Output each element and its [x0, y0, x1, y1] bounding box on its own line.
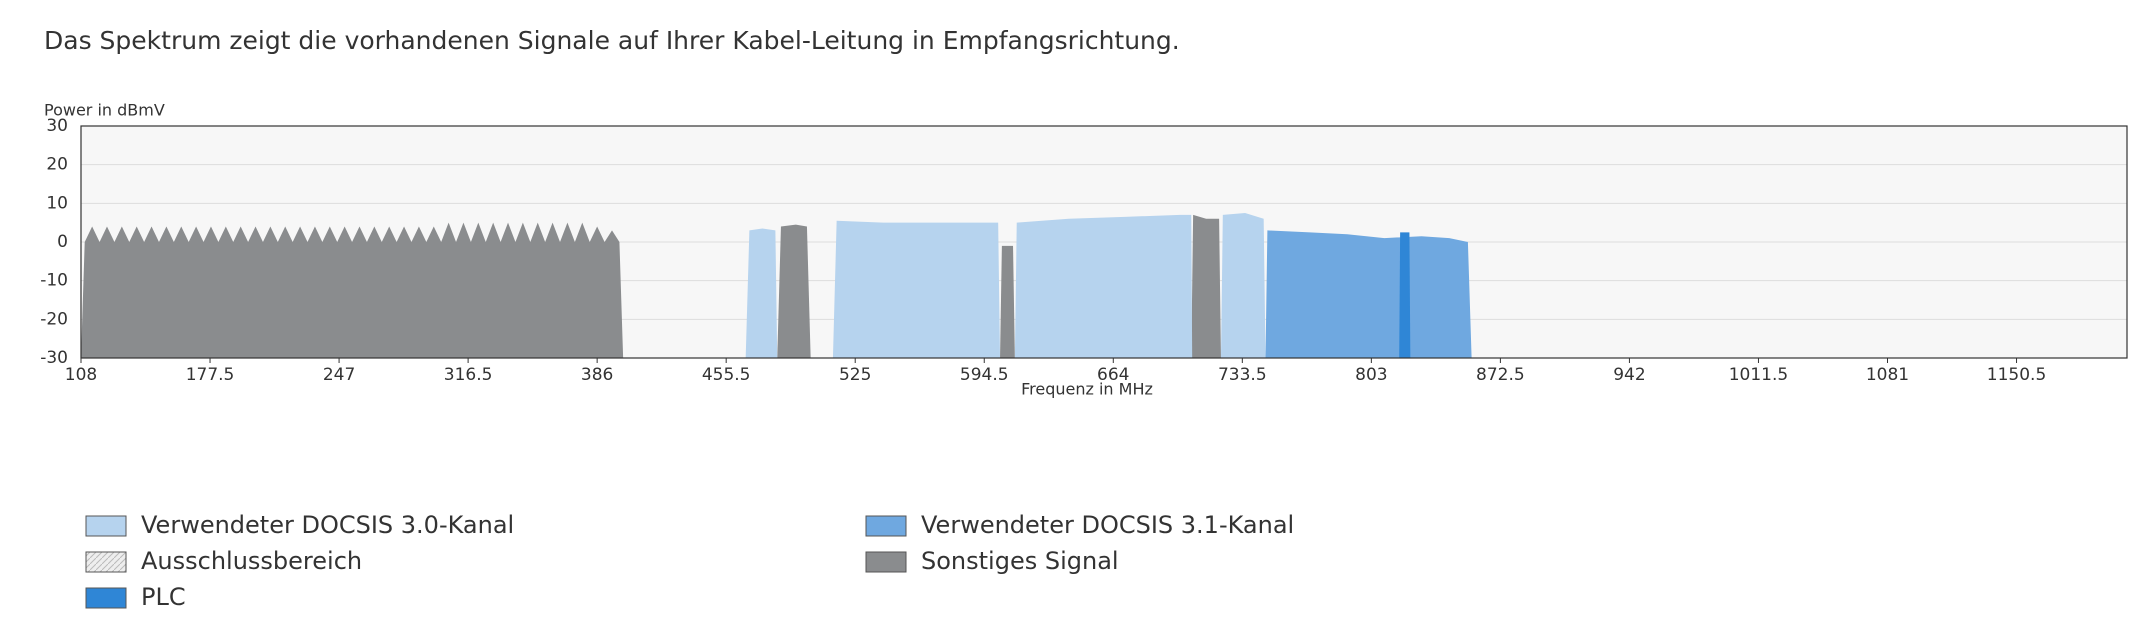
x-tick-label: 664 — [1097, 365, 1129, 385]
y-tick-label: 30 — [46, 116, 68, 136]
spectrum-area — [832, 220, 1001, 358]
plot-border — [80, 125, 2128, 359]
legend-swatch — [865, 551, 907, 573]
spectrum-area — [1014, 214, 1193, 358]
spectrum-area — [81, 222, 624, 358]
y-tick-label: -30 — [40, 348, 68, 368]
x-tick-label: 247 — [323, 365, 355, 385]
x-tick-label: 1011.5 — [1729, 365, 1788, 385]
legend-label: Verwendeter DOCSIS 3.1-Kanal — [921, 511, 1294, 539]
x-tick-label: 872.5 — [1476, 365, 1525, 385]
legend-label: PLC — [141, 583, 186, 611]
legend-label: Ausschlussbereich — [141, 547, 362, 575]
x-tick-label: 455.5 — [702, 365, 751, 385]
y-tick-label: 0 — [57, 232, 68, 252]
spectrum-area — [1220, 213, 1266, 358]
x-tick-label: 1081 — [1866, 365, 1909, 385]
spectrum-area — [777, 224, 811, 358]
x-tick-label: 942 — [1613, 365, 1645, 385]
x-tick-label: 108 — [65, 365, 97, 385]
legend-label: Verwendeter DOCSIS 3.0-Kanal — [141, 511, 514, 539]
x-tick-label: 803 — [1355, 365, 1387, 385]
spectrum-area — [745, 228, 778, 358]
legend-swatch — [85, 551, 127, 573]
legend-swatch — [85, 587, 127, 609]
x-tick-label: 525 — [839, 365, 871, 385]
x-tick-label: 594.5 — [960, 365, 1009, 385]
x-axis-title: Frequenz in MHz — [1021, 380, 1153, 399]
spectrum-area — [1000, 245, 1015, 358]
x-tick-label: 316.5 — [444, 365, 493, 385]
chart-title: Das Spektrum zeigt die vorhandenen Signa… — [44, 26, 1180, 55]
y-tick-label: -10 — [40, 271, 68, 291]
y-axis-title: Power in dBmV — [44, 101, 165, 120]
spectrum-area — [1265, 230, 1472, 358]
spectrum-area — [1399, 232, 1411, 358]
legend-swatch — [865, 515, 907, 537]
x-tick-label: 177.5 — [186, 365, 235, 385]
y-tick-label: 10 — [46, 193, 68, 213]
x-tick-label: 386 — [581, 365, 613, 385]
x-tick-label: 733.5 — [1218, 365, 1267, 385]
x-tick-label: 1150.5 — [1987, 365, 2046, 385]
legend-label: Sonstiges Signal — [921, 547, 1119, 575]
y-tick-label: -20 — [40, 309, 68, 329]
y-tick-label: 20 — [46, 155, 68, 175]
spectrum-area — [1191, 214, 1221, 358]
legend-swatch — [85, 515, 127, 537]
